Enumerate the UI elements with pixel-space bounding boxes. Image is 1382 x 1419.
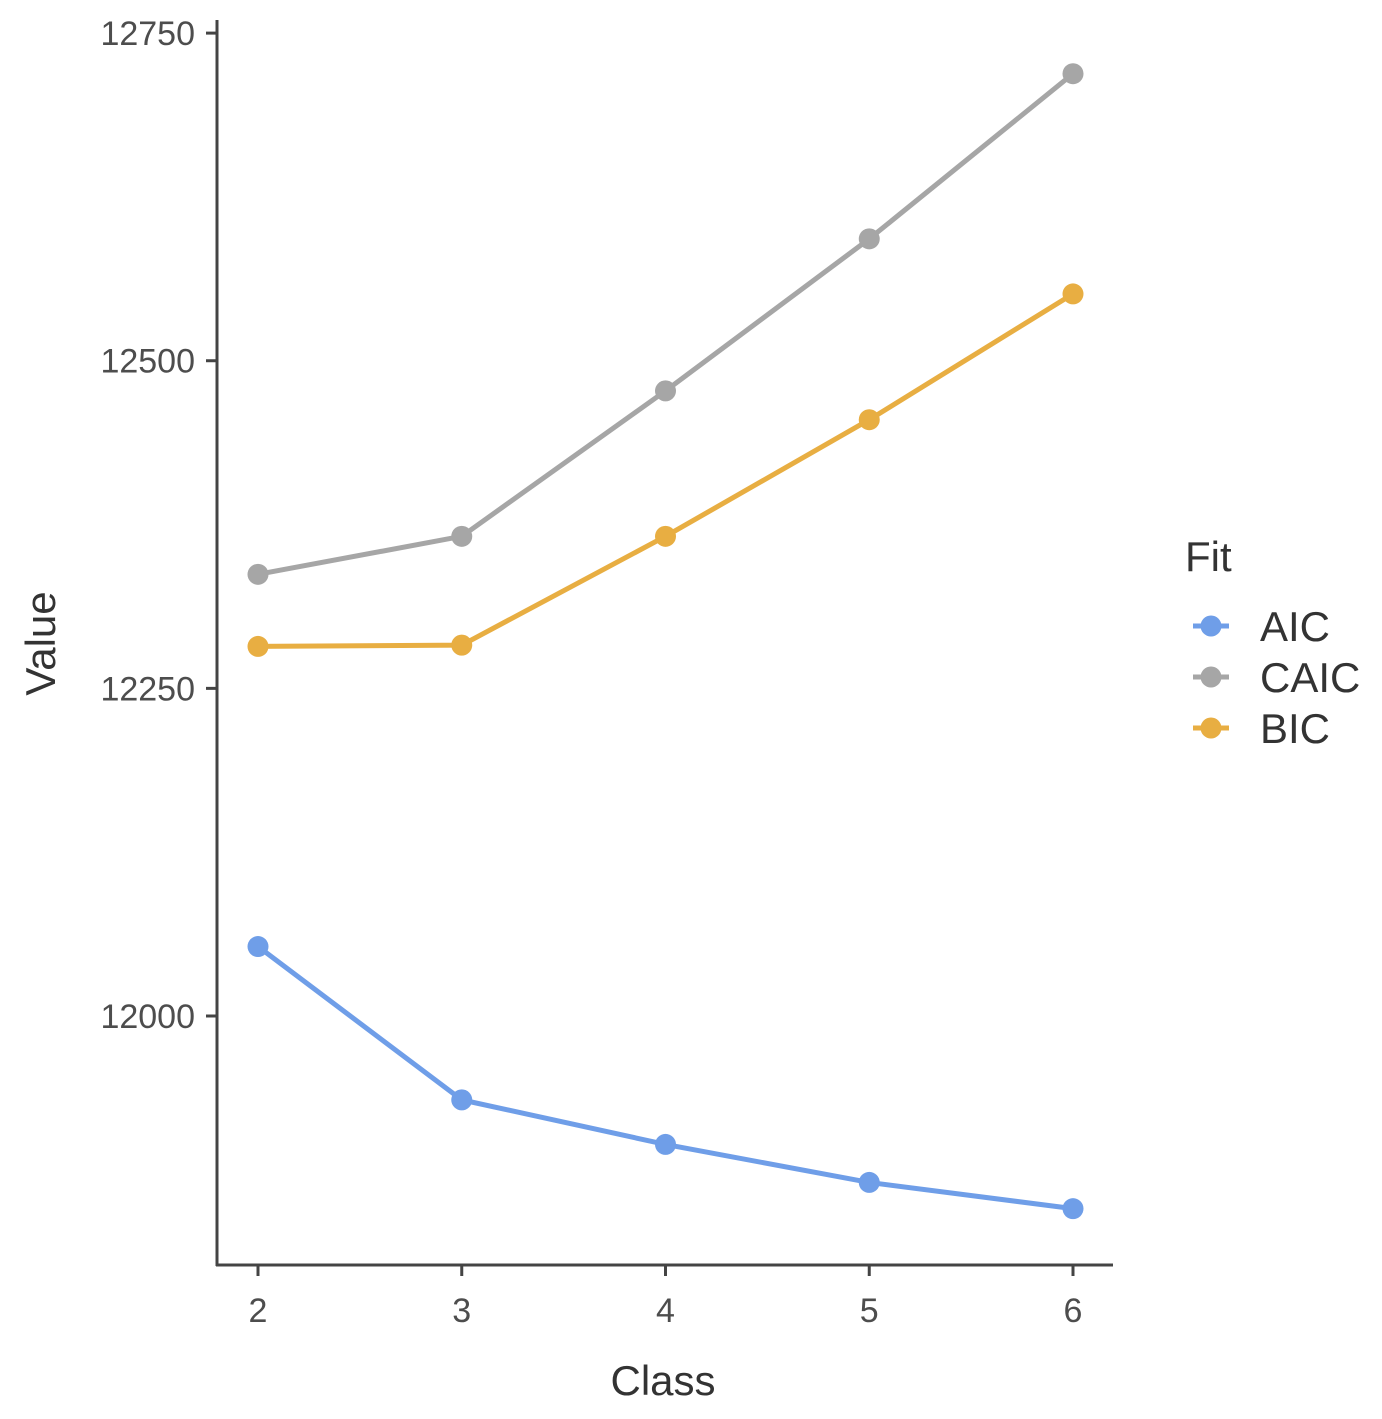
data-point-caic xyxy=(858,228,880,250)
data-point-caic xyxy=(655,380,676,402)
y-tick-label: 12500 xyxy=(100,343,195,381)
data-point-bic xyxy=(858,409,880,431)
y-tick-label: 12750 xyxy=(100,15,195,53)
legend-item-bic: BIC xyxy=(1193,705,1330,752)
series-line-caic xyxy=(255,71,1076,577)
series-aic xyxy=(247,936,1084,1220)
y-tick-label: 12000 xyxy=(100,998,195,1036)
data-point-bic xyxy=(451,634,473,656)
legend-key-point xyxy=(1200,717,1222,739)
x-tick-label: 6 xyxy=(1064,1292,1083,1330)
x-axis-ticks: 2 3 4 5 6 xyxy=(249,1265,1083,1330)
x-tick-label: 4 xyxy=(656,1292,675,1330)
series-layer xyxy=(247,63,1084,1220)
data-point-aic xyxy=(247,936,269,958)
data-point-bic xyxy=(247,635,269,657)
legend-label: BIC xyxy=(1260,705,1330,752)
data-point-bic xyxy=(655,525,676,547)
axes xyxy=(215,20,1113,1267)
legend-title: Fit xyxy=(1185,533,1232,580)
data-point-aic xyxy=(1062,1198,1084,1220)
data-point-caic xyxy=(247,563,269,585)
x-axis-title: Class xyxy=(610,1357,715,1404)
legend-item-aic: AIC xyxy=(1193,603,1330,650)
legend-key-point xyxy=(1200,666,1222,688)
y-axis-title: Value xyxy=(17,591,64,695)
x-tick-label: 3 xyxy=(452,1292,471,1330)
legend-item-caic: CAIC xyxy=(1193,654,1360,701)
data-point-caic xyxy=(1062,63,1084,85)
legend-label: AIC xyxy=(1260,603,1330,650)
legend-key-point xyxy=(1200,615,1222,637)
series-line-aic xyxy=(255,944,1076,1212)
data-point-aic xyxy=(858,1171,880,1193)
series-caic xyxy=(247,63,1084,585)
series-bic xyxy=(247,283,1084,657)
series-line-bic xyxy=(255,291,1076,649)
y-tick-label: 12250 xyxy=(100,670,195,708)
data-point-aic xyxy=(655,1133,676,1155)
legend-label: CAIC xyxy=(1260,654,1360,701)
x-tick-label: 2 xyxy=(249,1292,268,1330)
data-point-caic xyxy=(451,525,473,547)
y-axis-ticks: 12000 12250 12500 12750 xyxy=(100,15,217,1036)
data-point-aic xyxy=(451,1089,473,1111)
x-tick-label: 5 xyxy=(860,1292,879,1330)
data-point-bic xyxy=(1062,283,1084,305)
